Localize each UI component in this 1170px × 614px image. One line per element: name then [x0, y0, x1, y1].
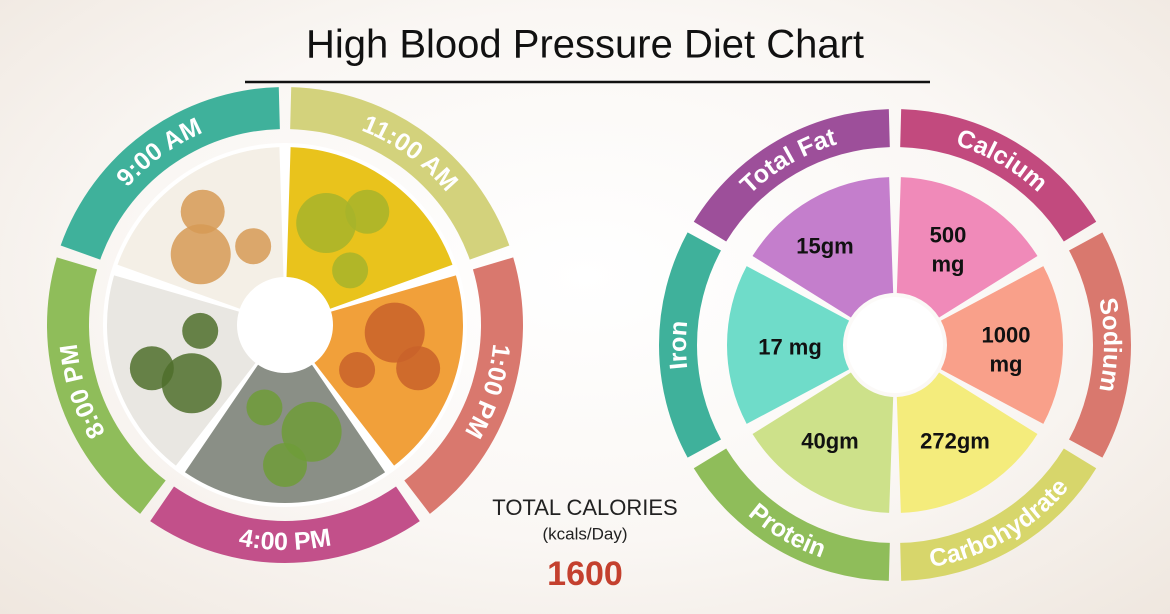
meal-segment — [60, 87, 280, 260]
meal-segment — [404, 257, 523, 514]
food-item — [332, 252, 369, 289]
nutrient-slice — [727, 266, 850, 424]
nutrient-slice — [896, 177, 1038, 318]
nutrient-slice — [896, 372, 1038, 513]
meal-segment — [290, 87, 510, 260]
title: High Blood Pressure Diet Chart — [306, 23, 864, 67]
nutrient-amount: 500 mg — [929, 222, 967, 276]
calories-value: 1600 — [547, 555, 623, 593]
nutrient-amount: 40gm — [801, 428, 859, 454]
nutrient-amount: 272gm — [920, 428, 990, 454]
food-item — [246, 389, 283, 426]
food-item — [364, 302, 425, 363]
nutrient-segment — [1069, 232, 1131, 458]
nutrient-amount: 17 mg — [758, 334, 822, 360]
meal-time-label: 4:00 PM — [237, 524, 333, 557]
food-item — [180, 189, 225, 234]
food-item — [263, 443, 307, 487]
food-item — [345, 189, 390, 234]
food-item — [170, 224, 231, 285]
nutrient-slice — [752, 372, 894, 513]
nutrient-segment — [693, 448, 890, 581]
food-slice — [314, 275, 463, 466]
food-item — [296, 193, 357, 254]
nutrient-slice — [752, 177, 894, 318]
food-item — [182, 312, 219, 349]
calories-unit: (kcals/Day) — [542, 524, 627, 543]
food-item — [129, 346, 174, 391]
food-item — [235, 228, 272, 265]
nutrient-hub — [847, 297, 943, 393]
nutrient-name-text: Sodium — [1093, 296, 1126, 395]
food-item — [161, 353, 222, 414]
meal-segment — [150, 486, 420, 563]
nutrient-name: Sodium — [1093, 296, 1126, 395]
nutrient-segment — [693, 109, 890, 242]
food-item — [339, 352, 376, 389]
wheel-hub — [239, 279, 331, 371]
food-item — [396, 346, 441, 391]
nutrient-segment — [900, 109, 1097, 242]
nutrient-amount: 1000 mg — [981, 322, 1031, 376]
nutrient-segment — [900, 448, 1097, 581]
calories-label: TOTAL CALORIES — [492, 495, 677, 520]
nutrient-slice — [940, 266, 1063, 424]
nutrient-segment — [659, 232, 721, 458]
nutrient-amount: 15gm — [796, 233, 854, 259]
meal-time-label-text: 4:00 PM — [237, 524, 333, 557]
meal-segment — [46, 257, 166, 514]
